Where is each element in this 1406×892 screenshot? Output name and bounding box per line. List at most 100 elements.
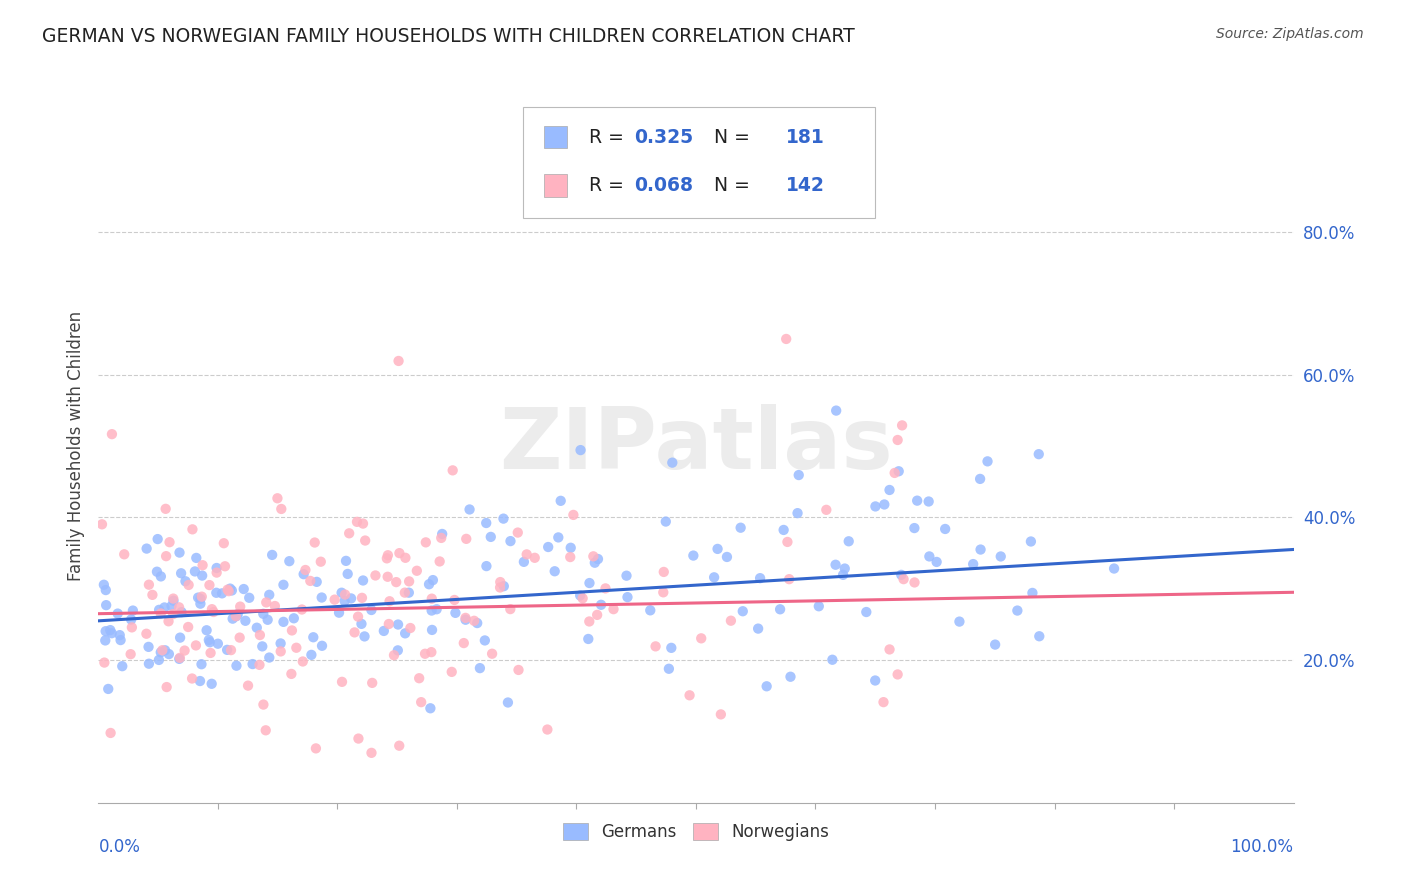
Point — [807, 599, 830, 614]
Point — [242, 657, 264, 671]
Point — [475, 559, 498, 574]
Point — [246, 621, 269, 635]
Point — [430, 527, 453, 541]
Text: 0.068: 0.068 — [634, 176, 693, 195]
Point — [98, 623, 121, 637]
Point — [94, 633, 117, 648]
Point — [377, 570, 399, 584]
Point — [188, 673, 211, 688]
Point — [492, 579, 515, 593]
Point — [138, 657, 160, 671]
Point — [346, 515, 368, 529]
Text: N =: N = — [702, 128, 756, 146]
Point — [122, 603, 145, 617]
Point — [513, 555, 536, 569]
Point — [755, 679, 778, 693]
Point — [169, 650, 191, 665]
Point — [786, 506, 808, 520]
Point — [815, 503, 838, 517]
Point — [458, 502, 481, 516]
Point — [335, 554, 357, 568]
Point — [191, 568, 214, 582]
Text: Source: ZipAtlas.com: Source: ZipAtlas.com — [1216, 27, 1364, 41]
Point — [441, 463, 464, 477]
Point — [821, 653, 844, 667]
Point — [730, 521, 752, 535]
Point — [420, 591, 443, 606]
Point — [354, 533, 377, 548]
Point — [422, 573, 444, 587]
Text: 0.325: 0.325 — [634, 128, 693, 146]
Point — [420, 645, 443, 659]
Point — [153, 600, 176, 615]
Point — [595, 582, 617, 596]
Point — [217, 582, 239, 597]
Point — [174, 574, 197, 589]
Point — [311, 639, 333, 653]
Point — [824, 558, 846, 572]
Text: 100.0%: 100.0% — [1230, 838, 1294, 856]
Point — [865, 500, 887, 514]
Point — [1028, 629, 1050, 643]
Point — [187, 591, 209, 605]
Point — [453, 636, 475, 650]
Point — [474, 633, 496, 648]
Point — [207, 637, 229, 651]
Point — [586, 552, 609, 566]
Point — [591, 598, 613, 612]
Point — [616, 568, 638, 582]
Point — [173, 643, 195, 657]
Point — [146, 532, 169, 546]
Point — [658, 662, 681, 676]
Point — [661, 456, 683, 470]
Point — [918, 494, 941, 508]
Point — [430, 531, 453, 545]
Point — [302, 630, 325, 644]
Point — [107, 607, 129, 621]
Point — [181, 522, 204, 536]
FancyBboxPatch shape — [523, 107, 875, 218]
Point — [536, 723, 558, 737]
Point — [181, 672, 204, 686]
Point — [544, 564, 567, 578]
Legend: Germans, Norwegians: Germans, Norwegians — [555, 816, 837, 848]
Point — [198, 632, 221, 647]
Point — [394, 585, 416, 599]
Point — [221, 583, 243, 598]
Text: R =: R = — [589, 176, 630, 195]
Point — [184, 639, 207, 653]
Point — [506, 525, 529, 540]
Point — [219, 643, 242, 657]
Point — [200, 646, 222, 660]
Point — [225, 609, 247, 624]
Point — [273, 578, 295, 592]
Point — [398, 585, 420, 599]
Text: ZIPatlas: ZIPatlas — [499, 404, 893, 488]
Point — [440, 665, 463, 679]
Point — [249, 657, 271, 672]
Point — [225, 609, 247, 624]
Point — [337, 526, 360, 541]
Point — [749, 571, 772, 585]
Point — [918, 549, 941, 564]
Point — [873, 498, 896, 512]
Point — [834, 561, 856, 575]
Point — [198, 578, 221, 592]
Point — [378, 594, 401, 608]
Point — [191, 558, 214, 573]
Point — [108, 628, 131, 642]
Point — [776, 535, 799, 549]
Point — [426, 602, 449, 616]
Point — [153, 643, 176, 657]
Point — [547, 530, 569, 544]
Point — [156, 680, 179, 694]
Point — [1007, 603, 1029, 617]
Point — [100, 626, 122, 640]
Point — [148, 603, 170, 617]
Point — [578, 615, 600, 629]
Point — [294, 563, 316, 577]
Point — [678, 688, 700, 702]
Point — [408, 671, 430, 685]
Point — [190, 657, 212, 672]
Point — [333, 588, 356, 602]
